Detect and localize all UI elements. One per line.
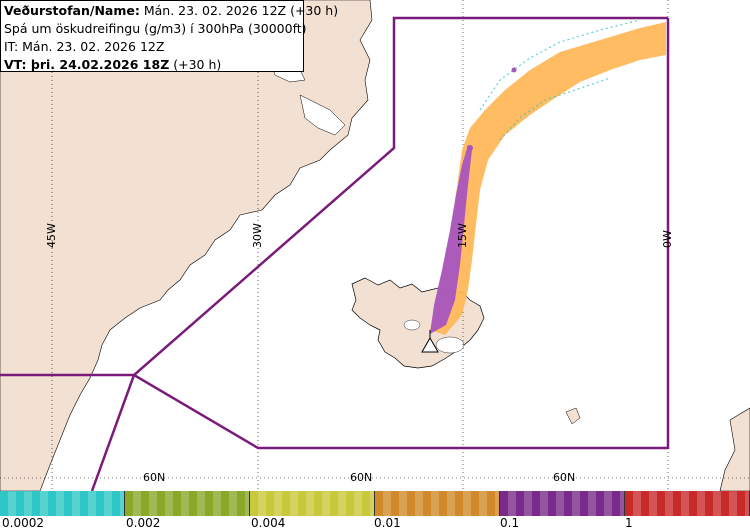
name-line: Veðurstofan/Name: Mán. 23. 02. 2026 12Z … [4, 2, 338, 20]
legend-label: 0.1 [500, 516, 520, 530]
lon-label-30w: 30W [251, 223, 264, 248]
valid-time-value: (+30 h) [169, 57, 222, 72]
name-value: Mán. 23. 02. 2026 12Z (+30 h) [139, 3, 339, 18]
lon-label-45w: 45W [45, 223, 58, 248]
ash-plume-spot [511, 67, 517, 73]
fir-boundary [0, 16, 670, 492]
forecast-info-box: Veðurstofan/Name: Mán. 23. 02. 2026 12Z … [0, 0, 338, 74]
legend-swatch-1 [0, 491, 125, 516]
product-line: Spá um öskudreifingu (g/m3) í 300hPa (30… [4, 21, 307, 36]
lon-label-0w: 0W [661, 230, 674, 248]
legend-label: 0.002 [126, 516, 161, 530]
legend-label: 0.0002 [2, 516, 44, 530]
valid-time-line: VT: þri. 24.02.2026 18Z (+30 h) [4, 56, 300, 74]
ash-plume-fringe [479, 19, 641, 141]
legend-colorbar [0, 491, 750, 516]
legend-labels: 0.0002 0.002 0.004 0.01 0.1 1 [0, 516, 750, 532]
lat-label-60n: 60N [143, 471, 165, 484]
legend-swatch-6 [625, 491, 750, 516]
glacier [435, 336, 465, 354]
lat-label-60n: 60N [350, 471, 372, 484]
legend-swatch-2 [125, 491, 250, 516]
lon-label-15w: 15W [456, 223, 469, 248]
issue-time-line: IT: Mán. 23. 02. 2026 12Z [4, 39, 165, 54]
legend-swatch-5 [500, 491, 625, 516]
greenland-fjord [299, 94, 346, 136]
graticule [0, 0, 750, 491]
ash-plume-spot [467, 145, 473, 151]
legend-label: 1 [625, 516, 633, 530]
legend-swatch-3 [250, 491, 375, 516]
ash-plume-inner [430, 145, 472, 334]
legend-label: 0.004 [251, 516, 286, 530]
name-label: Veðurstofan/Name: [4, 3, 140, 18]
glacier [403, 319, 421, 331]
legend-label: 0.01 [374, 516, 401, 530]
valid-time-label: VT: þri. 24.02.2026 18Z [4, 57, 170, 72]
faroe-islands [565, 407, 581, 425]
triangle-volcano-icon [421, 330, 439, 353]
lat-label-60n: 60N [553, 471, 575, 484]
legend-swatch-4 [375, 491, 500, 516]
greenland-land [0, 0, 373, 492]
